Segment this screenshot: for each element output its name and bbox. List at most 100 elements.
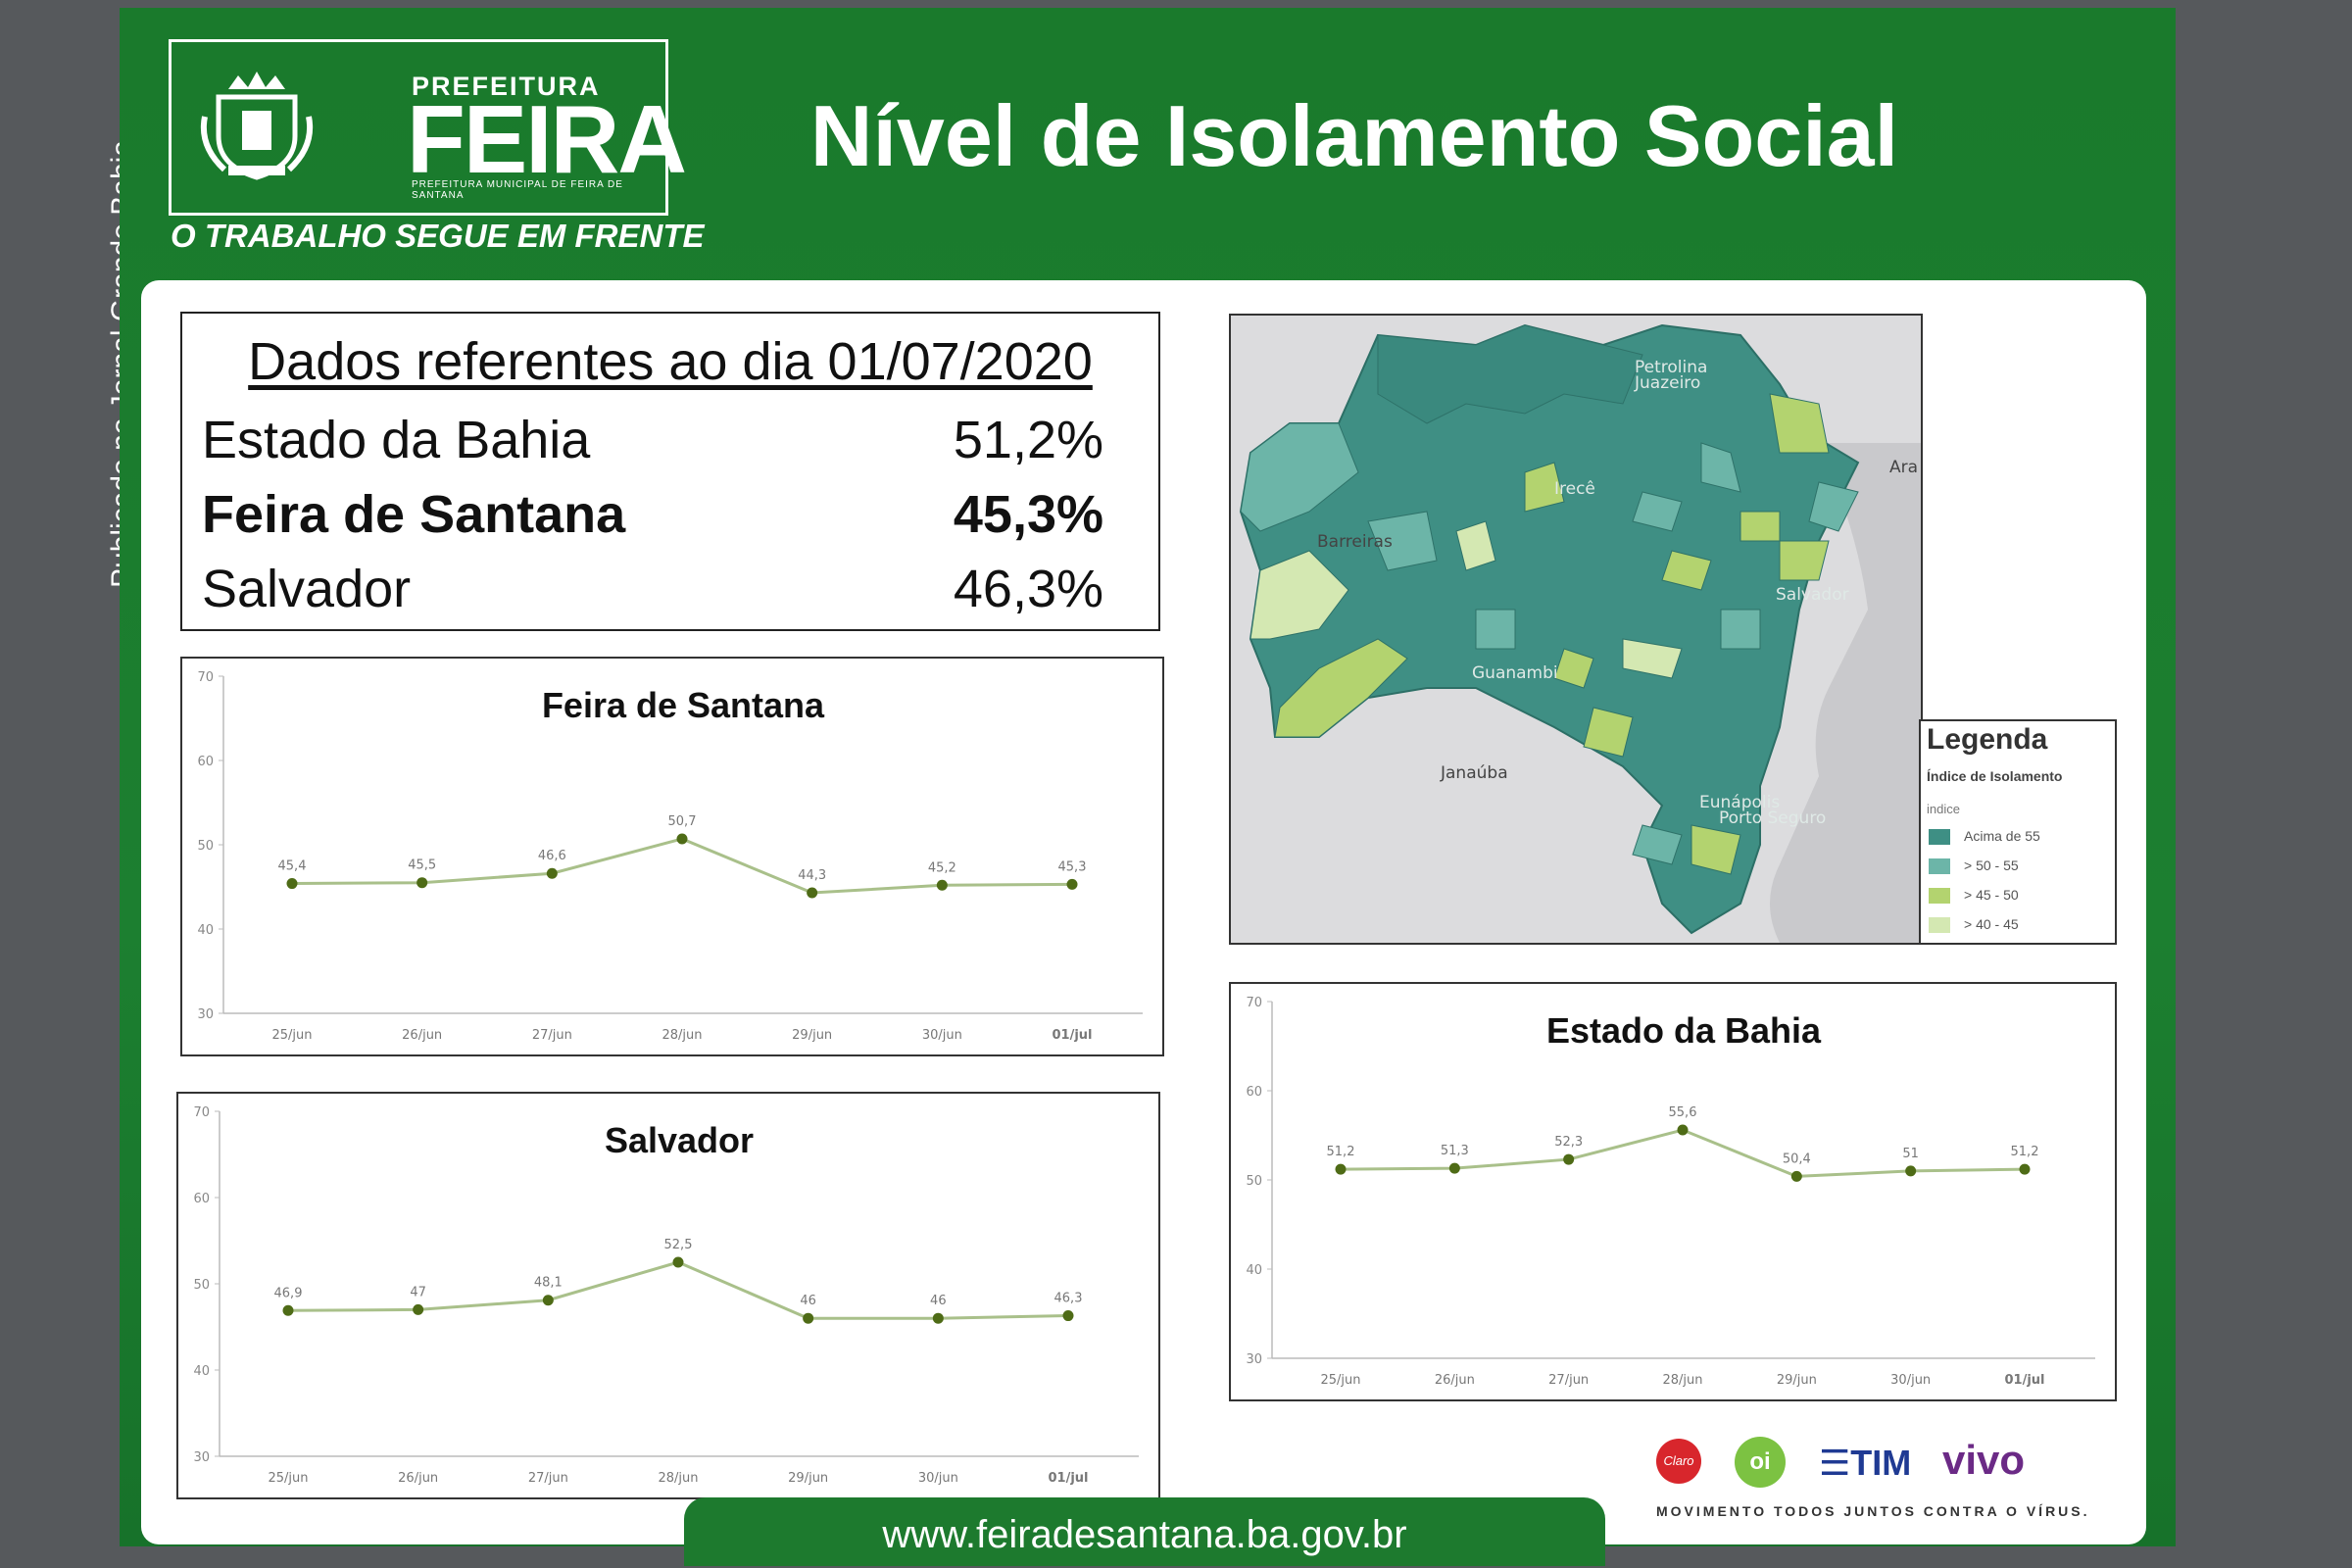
legend-item-label: Acima de 55 [1964,828,2040,844]
x-tick-label: 30/jun [922,1028,962,1043]
summary-row-feira: Feira de Santana 45,3% [202,484,1103,551]
map-label: Eunápolis [1699,793,1780,812]
x-tick-label: 25/jun [271,1028,312,1043]
chart-salvador: 30 40 50 60 70 Salvador 25/jun 26/jun 27/jun 28/j… [176,1092,1160,1499]
logo-top-text: PREFEITURA [412,72,601,101]
y-tick-label: 70 [193,1105,210,1120]
data-point [1335,1163,1347,1175]
operators-slogan: MOVIMENTO TODOS JUNTOS CONTRA O VÍRUS. [1656,1503,2090,1519]
data-label: 52,3 [1554,1135,1583,1150]
legend-item-label: > 50 - 55 [1964,858,2019,873]
data-label: 50,4 [1783,1152,1811,1166]
data-label: 47 [410,1285,426,1299]
data-label: 55,6 [1669,1105,1697,1120]
data-point [1677,1124,1689,1136]
data-point [1563,1153,1575,1165]
series-line [287,1260,1069,1320]
map-label: Irecê [1554,479,1595,499]
summary-row-name: Salvador [202,560,412,618]
legend-swatch [1929,858,1950,874]
slogan: O TRABALHO SEGUE EM FRENTE [171,218,705,254]
data-label: 45,5 [408,858,436,873]
summary-box: Dados referentes ao dia 01/07/2020 Estad… [180,312,1160,631]
operators-strip: Claro oi ☰TIM vivo MOVIMENTO TODOS JUNTO… [1656,1433,2107,1531]
tim-logo: ☰TIM [1819,1443,1912,1483]
data-point [803,1312,814,1324]
x-tick-label: 27/jun [532,1028,572,1043]
map-label: Ara [1889,458,1918,477]
footer-url[interactable]: www.feiradesantana.ba.gov.br [882,1513,1407,1556]
map-label: Porto Seguro [1719,808,1826,828]
data-label: 45,3 [1058,859,1087,874]
data-label: 44,3 [798,868,826,883]
data-label: 46 [930,1294,947,1308]
data-point [546,867,558,879]
bahia-map: Petrolina Juazeiro Irecê Barreiras Salva… [1229,314,1923,945]
footer-url-bar: www.feiradesantana.ba.gov.br [684,1497,1605,1566]
bahia-map-svg: Petrolina Juazeiro Irecê Barreiras Salva… [1231,316,1921,943]
y-tick-label: 60 [1246,1085,1262,1100]
x-tick-label: 30/jun [918,1471,958,1486]
data-point [676,833,688,845]
data-point [936,879,948,891]
legend-index-label: indice [1927,802,1960,816]
data-point [1066,878,1078,890]
x-tick-label: 29/jun [792,1028,832,1043]
data-label: 46,6 [538,849,566,863]
y-tick-label: 50 [1246,1174,1262,1189]
data-point [542,1295,554,1306]
data-label: 45,4 [278,859,307,874]
chart-feira-de-santana: 30 40 50 60 70 Feira de Santana 25/jun 26/jun 27… [180,657,1164,1056]
x-tick-label: 29/jun [1777,1373,1817,1388]
data-point [413,1303,424,1315]
map-label: Guanambi [1472,663,1558,683]
y-tick-label: 40 [193,1364,210,1379]
data-label: 46,9 [274,1286,303,1300]
chart-bahia-svg: 30 40 50 60 70 Estado da Bahia 25/jun 26/jun 27/… [1246,996,2095,1388]
y-tick-label: 30 [1246,1352,1262,1367]
claro-logo: Claro [1656,1439,1701,1484]
summary-row-value: 45,3% [953,485,1103,544]
slide: PREFEITURA FEIRA PREFEITURA MUNICIPAL DE… [120,8,2176,1566]
data-point [1790,1170,1802,1182]
x-tick-label: 25/jun [268,1471,308,1486]
chart-title: Estado da Bahia [1546,1010,1822,1051]
chart-feira-svg: 30 40 50 60 70 Feira de Santana 25/jun 26/jun 27… [197,670,1143,1043]
prefeitura-logo: PREFEITURA FEIRA PREFEITURA MUNICIPAL DE… [169,39,687,216]
legend-swatch [1929,829,1950,845]
data-label: 51,2 [1327,1145,1355,1159]
summary-row-bahia: Estado da Bahia 51,2% [202,410,1103,476]
x-tick-label: 28/jun [662,1028,702,1043]
content-panel: Dados referentes ao dia 01/07/2020 Estad… [141,280,2146,1544]
y-tick-label: 50 [197,839,214,854]
page-title: Nível de Isolamento Social [809,87,1899,184]
y-tick-label: 30 [197,1007,214,1022]
data-label: 48,1 [534,1276,563,1291]
data-point [1905,1165,1917,1177]
map-label: Salvador [1776,585,1849,605]
x-tick-label: 26/jun [1435,1373,1475,1388]
x-tick-label: 26/jun [402,1028,442,1043]
oi-logo: oi [1735,1437,1786,1488]
x-tick-label: 30/jun [1890,1373,1931,1388]
y-tick-label: 70 [1246,996,1262,1010]
chart-estado-da-bahia: 30 40 50 60 70 Estado da Bahia 25/jun 26/jun 27/… [1229,982,2117,1401]
x-tick-label: 01/jul [1048,1471,1088,1486]
data-point [282,1304,294,1316]
x-tick-label: 27/jun [1548,1373,1589,1388]
map-label: Janaúba [1440,763,1508,783]
legend-item-label: > 45 - 50 [1964,887,2019,903]
data-point [1448,1162,1460,1174]
x-tick-label: 28/jun [658,1471,698,1486]
logo-small-text: PREFEITURA MUNICIPAL DE FEIRA DE SANTANA [412,179,623,201]
logo-main-text: FEIRA [407,85,687,193]
data-point [2019,1163,2031,1175]
y-tick-label: 60 [193,1192,210,1206]
data-point [932,1312,944,1324]
y-tick-label: 70 [197,670,214,685]
summary-row-value: 51,2% [953,411,1103,469]
data-label: 51,2 [2011,1145,2039,1159]
y-tick-label: 60 [197,755,214,769]
data-label: 51 [1902,1147,1919,1161]
y-tick-label: 40 [197,923,214,938]
